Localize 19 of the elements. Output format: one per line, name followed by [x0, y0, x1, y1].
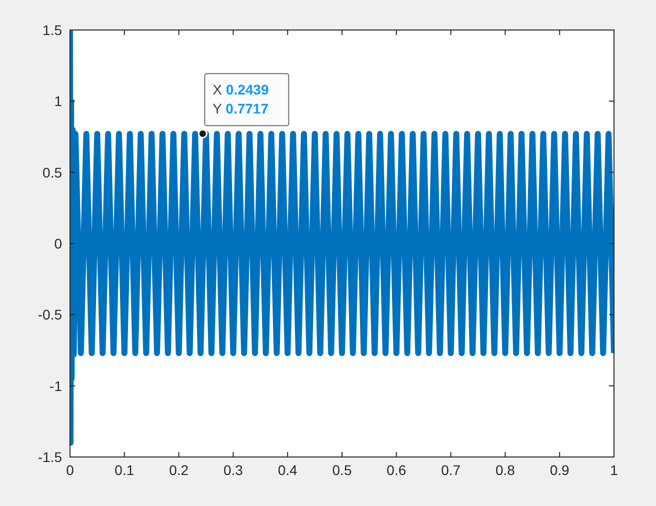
y-tick-label: 0 [54, 236, 62, 252]
x-tick-label: 0.6 [386, 462, 406, 478]
x-tick-label: 0.8 [495, 462, 516, 478]
y-tick-label: -1.5 [38, 449, 62, 465]
y-tick-label: 1.5 [42, 22, 62, 38]
y-tick-label: -0.5 [38, 306, 62, 323]
x-tick-label: 0.9 [550, 462, 570, 478]
y-tick-label: 1 [54, 93, 62, 110]
x-tick-label: 0.7 [441, 462, 461, 478]
x-tick-label: 0.5 [332, 462, 352, 478]
x-tick-label: 1 [610, 462, 618, 478]
y-tick-label: -1 [50, 378, 62, 394]
y-tick-label: 0.5 [42, 164, 62, 180]
x-tick-label: 0.2 [169, 462, 189, 478]
x-tick-label: 0.4 [278, 462, 298, 478]
annotation: X 0.2439 Y 0.7717 [212, 82, 269, 117]
x-tick-label: 0.1 [114, 462, 134, 478]
x-tick-label: 0 [66, 462, 74, 478]
x-tick-label: 0.3 [223, 462, 244, 478]
